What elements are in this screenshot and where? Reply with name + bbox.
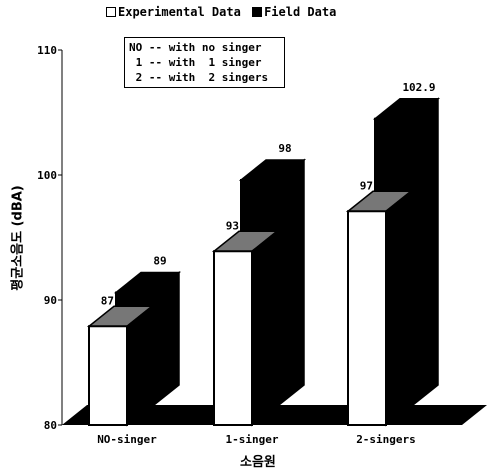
x-tick-label: NO-singer xyxy=(97,433,157,446)
field-value-label: 98 xyxy=(278,142,291,155)
experimental-value-label: 97.1 xyxy=(360,179,387,192)
annotation-line: NO -- with no singer xyxy=(129,41,262,54)
y-tick-label: 80 xyxy=(44,419,57,432)
experimental-value-label: 93.9 xyxy=(226,219,253,232)
field-bar-side xyxy=(412,97,439,407)
legend-label-field: Field Data xyxy=(264,5,337,19)
experimental-value-label: 87.9 xyxy=(101,294,128,307)
experimental-bar xyxy=(213,250,253,426)
annotation-line: 2 -- with 2 singers xyxy=(129,71,269,84)
x-tick-label: 1-singer xyxy=(226,433,279,446)
y-tick-label: 110 xyxy=(37,44,57,57)
x-tick-label: 2-singers xyxy=(356,433,416,446)
field-bar-side xyxy=(278,158,305,407)
experimental-bar-side xyxy=(385,189,412,427)
annotation-line: 1 -- with 1 singer xyxy=(129,56,262,69)
y-tick-label: 100 xyxy=(37,169,57,182)
annotation-box: NO -- with no singer 1 -- with 1 singer … xyxy=(124,37,286,88)
legend-swatch-experimental xyxy=(106,7,116,17)
chart-legend: Experimental Data Field Data xyxy=(106,5,336,19)
x-axis-label: 소음원 xyxy=(240,455,276,470)
legend-label-experimental: Experimental Data xyxy=(118,5,241,19)
legend-swatch-field xyxy=(252,7,263,17)
experimental-bar xyxy=(347,210,387,426)
experimental-bar-side xyxy=(251,229,278,427)
experimental-bar xyxy=(88,325,128,426)
field-value-label: 89 xyxy=(153,255,166,268)
field-bar-side xyxy=(153,270,180,407)
y-tick-label: 90 xyxy=(44,294,57,307)
field-value-label: 102.9 xyxy=(402,81,435,94)
experimental-bar-side xyxy=(126,304,153,427)
